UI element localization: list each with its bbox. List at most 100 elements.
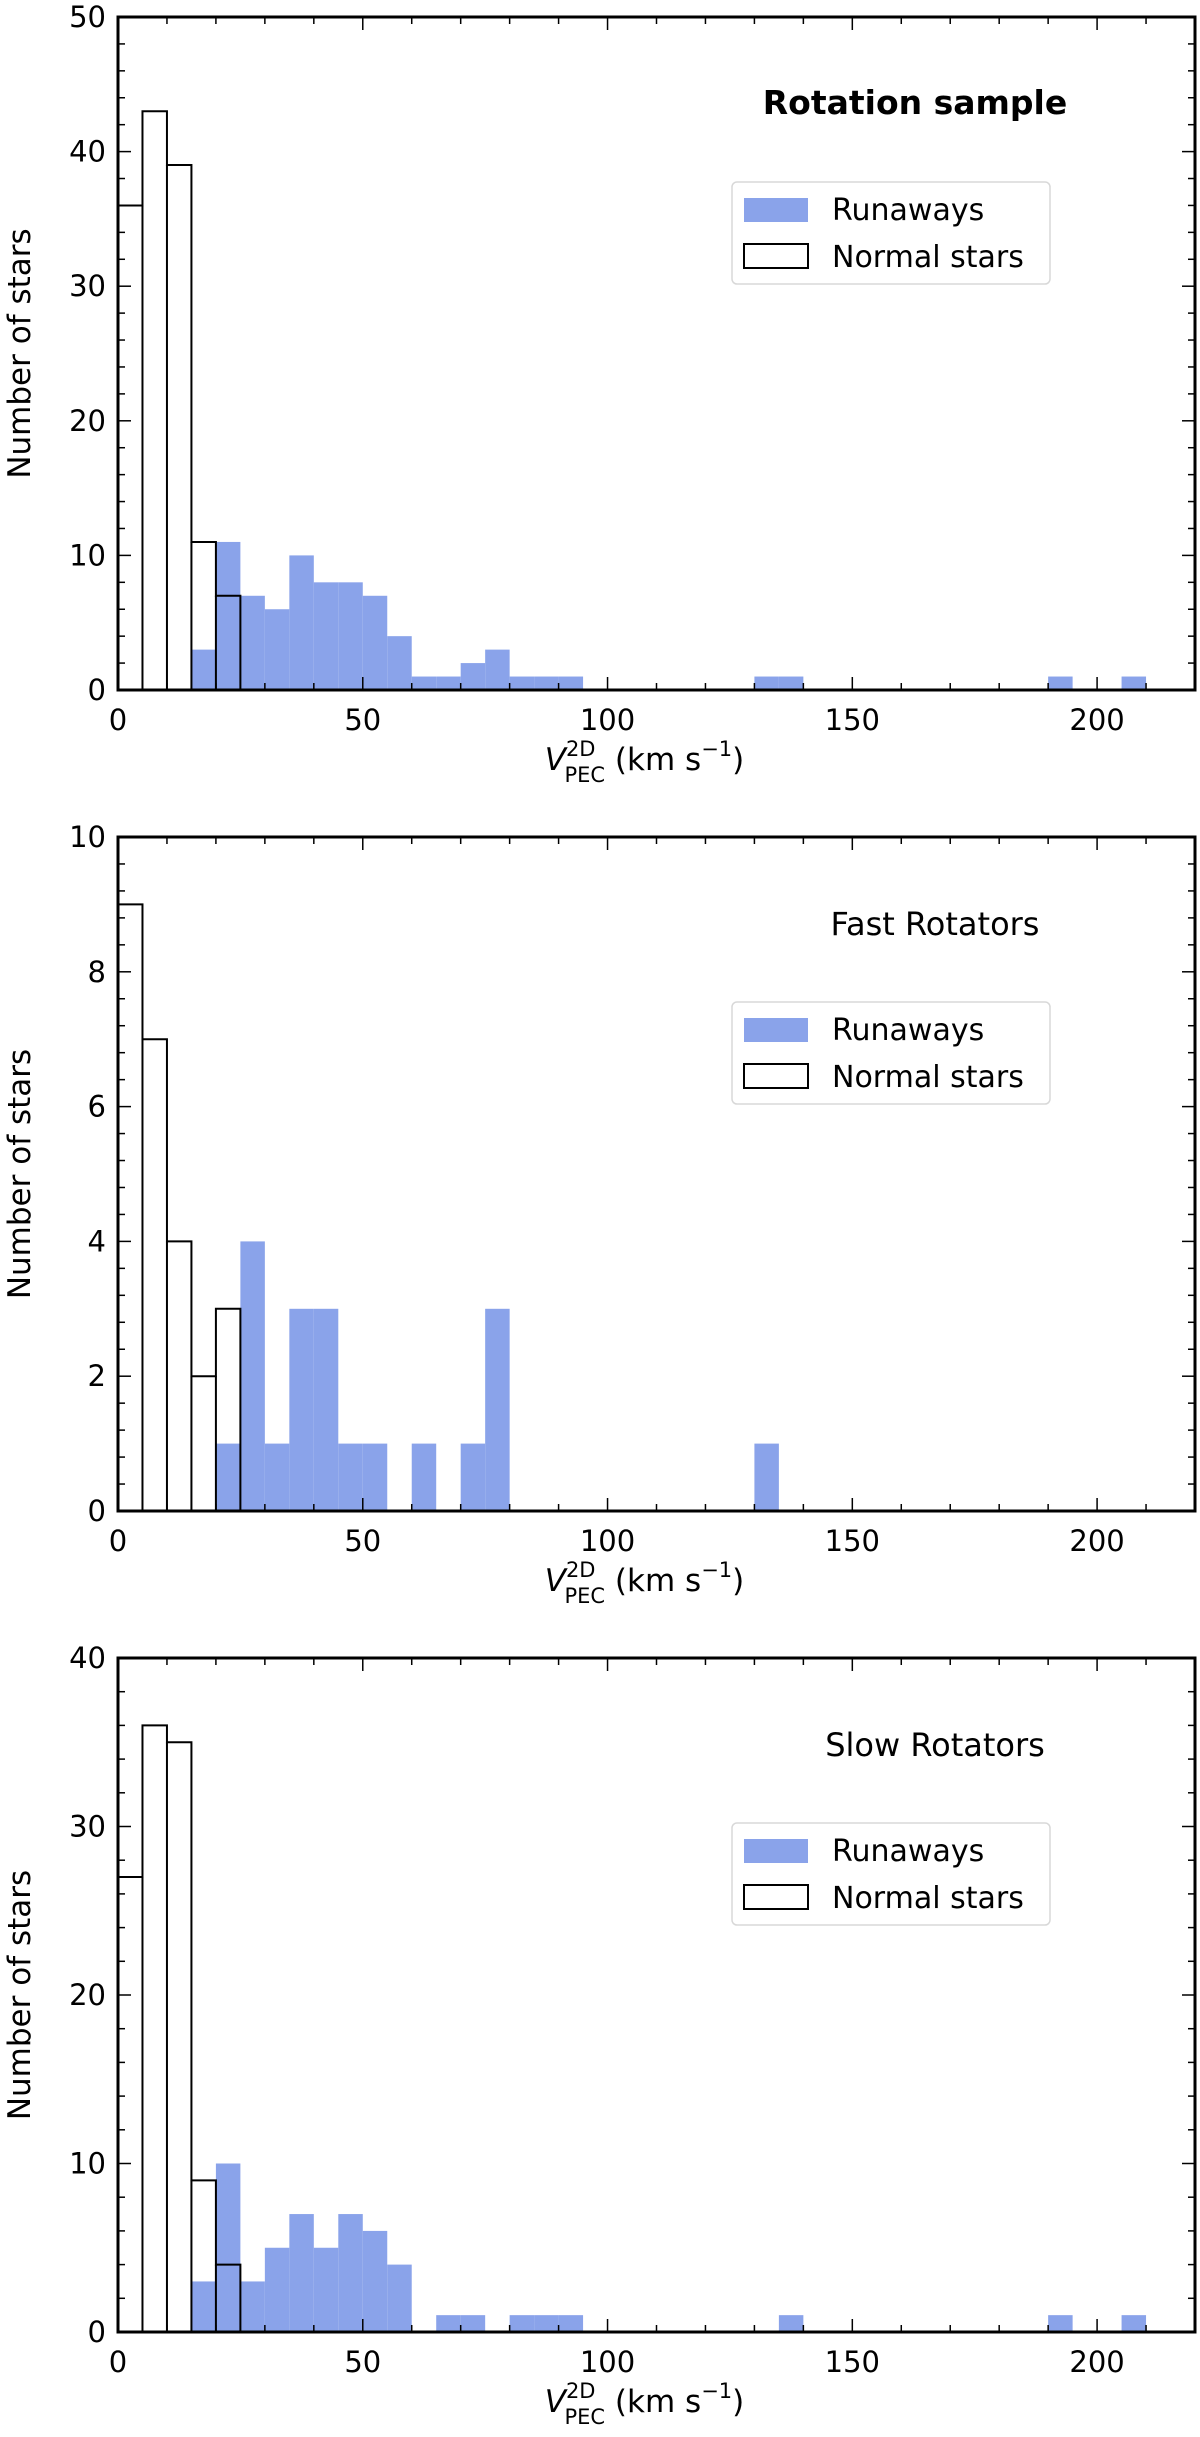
y-axis-label: Number of stars	[2, 228, 38, 478]
runaway-bar	[264, 2247, 290, 2332]
x-label-unit: (km s	[605, 742, 701, 778]
x-tick-label: 50	[344, 1524, 381, 1558]
x-tick-label: 200	[1069, 2345, 1124, 2379]
runaway-bar	[313, 1308, 339, 1511]
y-tick-label: 30	[69, 1810, 106, 1844]
x-tick-label: 200	[1069, 703, 1124, 737]
runaway-bar	[1121, 2315, 1147, 2332]
runaway-bar	[436, 2315, 461, 2332]
x-label-superscript: 2D	[566, 2379, 596, 2403]
x-tick-label: 150	[825, 2345, 880, 2379]
runaway-bar	[1048, 2315, 1073, 2332]
x-axis-label: V2D PEC (km s−1)	[545, 1558, 745, 1608]
legend-label-normal-stars: Normal stars	[832, 1881, 1024, 1916]
x-label-superscript: 2D	[566, 1558, 596, 1582]
y-tick-label: 10	[69, 538, 106, 572]
y-tick-label: 4	[88, 1224, 106, 1258]
runaway-bar	[509, 2315, 535, 2332]
y-tick-label: 20	[69, 404, 106, 438]
runaway-bar	[558, 676, 584, 690]
x-tick-label: 200	[1069, 1524, 1124, 1558]
x-label-symbol: V	[545, 742, 569, 778]
runaway-bar	[240, 1241, 265, 1511]
x-tick-label: 100	[580, 2345, 635, 2379]
runaway-bar	[436, 676, 461, 690]
x-label-unit-exponent: −1	[701, 1558, 732, 1582]
y-tick-label: 2	[88, 1359, 106, 1393]
x-label-subscript: PEC	[564, 763, 605, 787]
x-label-superscript: 2D	[566, 737, 596, 761]
runaway-bar	[240, 2281, 265, 2332]
panel-title: Fast Rotators	[831, 905, 1040, 943]
runaway-bar	[338, 582, 363, 690]
y-tick-label: 50	[69, 0, 106, 34]
legend-label-runaways: Runaways	[832, 193, 984, 228]
legend-swatch-runaways	[744, 1018, 808, 1042]
x-tick-label: 100	[580, 703, 635, 737]
runaway-bar	[191, 649, 216, 690]
normal-stars-step-outline	[117, 903, 242, 1511]
x-label-unit: (km s	[605, 2384, 701, 2420]
legend-swatch-runaways	[744, 1839, 808, 1863]
legend-box	[731, 1822, 1051, 1926]
x-label-unit-exponent: −1	[701, 2379, 732, 2403]
y-tick-label: 40	[69, 1641, 106, 1675]
runaway-bar	[754, 1443, 779, 1511]
y-tick-label: 10	[69, 820, 106, 854]
normal-stars-step-outline	[117, 1724, 242, 2332]
y-tick-label: 6	[88, 1090, 106, 1124]
runaway-bar	[215, 541, 241, 690]
y-tick-label: 10	[69, 2147, 106, 2181]
legend-label-runaways: Runaways	[832, 1834, 984, 1869]
x-label-subscript: PEC	[564, 1584, 605, 1608]
runaway-bar	[509, 676, 535, 690]
runaway-bar	[215, 1443, 241, 1511]
panel-title: Slow Rotators	[825, 1726, 1045, 1764]
legend-swatch-normal-stars	[743, 243, 809, 269]
runaway-bar	[485, 1308, 510, 1511]
runaway-bar	[411, 676, 437, 690]
runaway-bar	[778, 2315, 804, 2332]
runaway-bar	[558, 2315, 584, 2332]
x-tick-label: 0	[109, 1524, 127, 1558]
x-label-unit-exponent: −1	[701, 737, 732, 761]
x-tick-label: 0	[109, 2345, 127, 2379]
runaway-bar	[387, 636, 412, 690]
legend-swatch-runaways	[744, 198, 808, 222]
runaway-bar	[215, 2163, 241, 2332]
panel-title: Rotation sample	[763, 83, 1067, 122]
y-tick-label: 30	[69, 269, 106, 303]
x-label-unit-close: )	[732, 1563, 744, 1599]
y-tick-label: 0	[88, 2315, 106, 2349]
x-tick-label: 50	[344, 2345, 381, 2379]
runaway-bar	[289, 2214, 314, 2332]
y-tick-label: 0	[88, 1494, 106, 1528]
runaway-bar	[534, 2315, 559, 2332]
legend-label-normal-stars: Normal stars	[832, 240, 1024, 275]
runaway-bar	[191, 2281, 216, 2332]
y-tick-label: 40	[69, 135, 106, 169]
runaway-bar	[460, 2315, 486, 2332]
x-label-subscript: PEC	[564, 2405, 605, 2429]
x-label-symbol: V	[545, 1563, 569, 1599]
legend-box	[731, 1001, 1051, 1105]
runaway-bar	[362, 595, 388, 690]
runaway-bar	[754, 676, 779, 690]
x-label-symbol: V	[545, 2384, 569, 2420]
runaway-bar	[460, 663, 486, 690]
x-axis-label: V2D PEC (km s−1)	[545, 2379, 745, 2429]
y-tick-label: 20	[69, 1978, 106, 2012]
normal-stars-step-outline	[117, 110, 242, 690]
runaway-bar	[338, 1443, 363, 1511]
runaway-bar	[338, 2214, 363, 2332]
x-label-unit: (km s	[605, 1563, 701, 1599]
x-label-unit-close: )	[732, 2384, 744, 2420]
x-label-unit-close: )	[732, 742, 744, 778]
legend-swatch-normal-stars	[743, 1884, 809, 1910]
y-tick-label: 8	[88, 955, 106, 989]
legend-swatch-normal-stars	[743, 1063, 809, 1089]
legend-label-normal-stars: Normal stars	[832, 1060, 1024, 1095]
